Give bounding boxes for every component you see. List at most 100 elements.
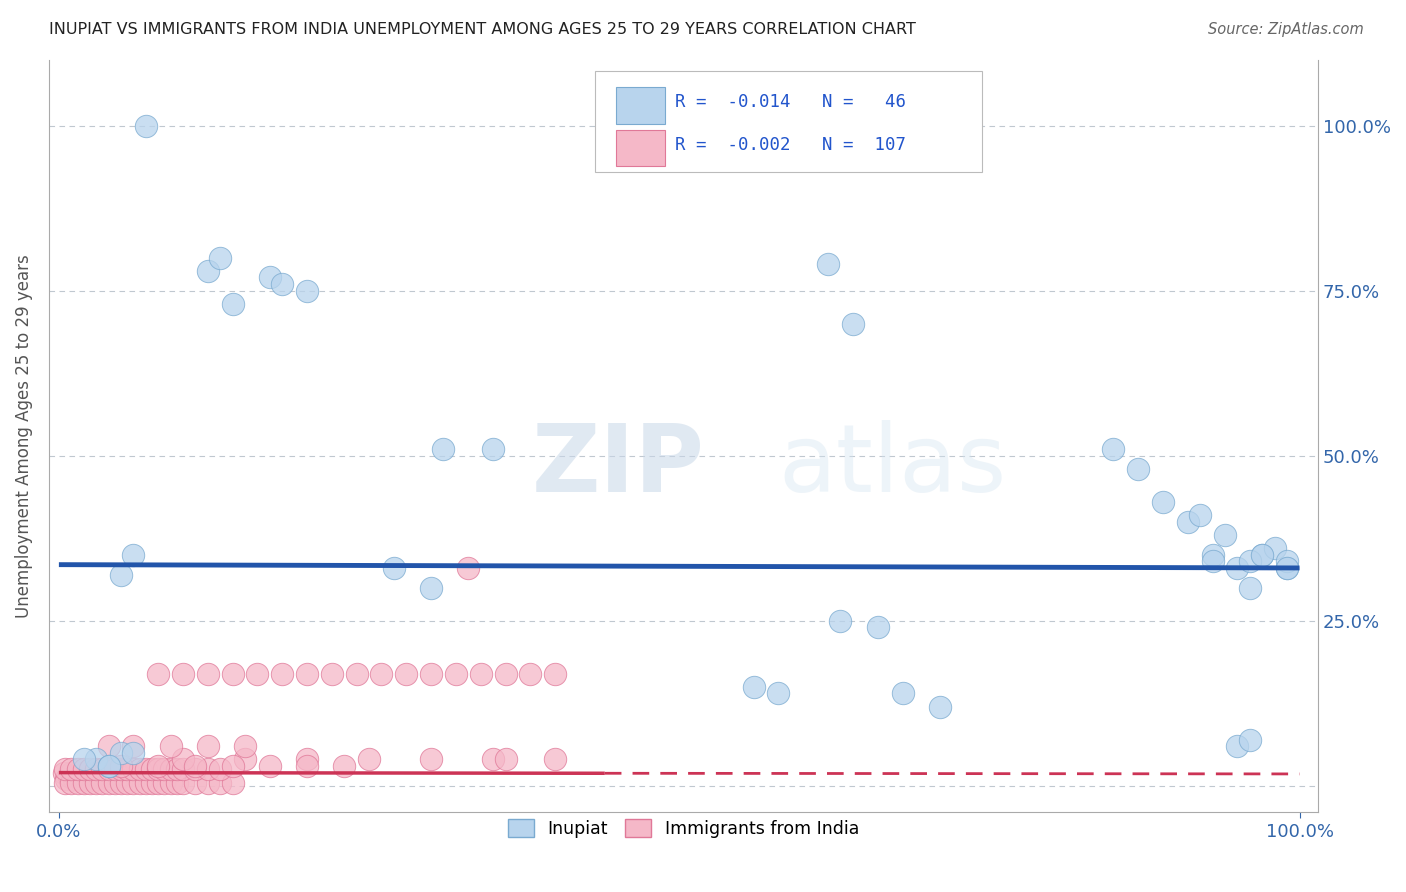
Point bbox=[97, 739, 120, 754]
Point bbox=[87, 769, 110, 783]
Point bbox=[60, 775, 83, 789]
Point bbox=[91, 775, 114, 789]
Point bbox=[184, 775, 207, 789]
Point bbox=[146, 775, 169, 789]
Point bbox=[94, 769, 117, 783]
Point bbox=[122, 762, 145, 776]
Point bbox=[110, 759, 132, 773]
Point bbox=[77, 772, 100, 787]
Text: INUPIAT VS IMMIGRANTS FROM INDIA UNEMPLOYMENT AMONG AGES 25 TO 29 YEARS CORRELAT: INUPIAT VS IMMIGRANTS FROM INDIA UNEMPLO… bbox=[49, 22, 917, 37]
Point bbox=[172, 775, 194, 789]
Bar bbox=[616, 87, 665, 124]
Point bbox=[172, 666, 194, 681]
Text: Source: ZipAtlas.com: Source: ZipAtlas.com bbox=[1208, 22, 1364, 37]
Point bbox=[295, 666, 318, 681]
Point bbox=[295, 284, 318, 298]
Point bbox=[93, 772, 115, 787]
Point bbox=[891, 686, 914, 700]
Point bbox=[55, 772, 77, 787]
Point bbox=[1275, 561, 1298, 575]
Point bbox=[65, 769, 87, 783]
Point bbox=[84, 772, 107, 787]
Point bbox=[166, 775, 188, 789]
Legend: Inupiat, Immigrants from India: Inupiat, Immigrants from India bbox=[501, 813, 866, 845]
Point bbox=[1177, 515, 1199, 529]
Point bbox=[519, 666, 541, 681]
Point bbox=[1226, 561, 1249, 575]
Point bbox=[1251, 548, 1274, 562]
Point bbox=[110, 769, 132, 783]
Point bbox=[128, 762, 150, 776]
FancyBboxPatch shape bbox=[595, 70, 981, 172]
Point bbox=[104, 775, 127, 789]
Point bbox=[817, 257, 839, 271]
Point bbox=[115, 775, 138, 789]
Point bbox=[135, 119, 157, 133]
Point bbox=[457, 561, 479, 575]
Point bbox=[259, 270, 281, 285]
Point bbox=[768, 686, 790, 700]
Point bbox=[259, 759, 281, 773]
Point bbox=[382, 561, 405, 575]
Point bbox=[73, 775, 96, 789]
Point bbox=[495, 666, 517, 681]
Point bbox=[221, 775, 243, 789]
Point bbox=[1102, 442, 1125, 456]
Point bbox=[122, 548, 145, 562]
Point bbox=[333, 759, 356, 773]
Point bbox=[482, 752, 505, 766]
Point bbox=[104, 762, 127, 776]
Point bbox=[91, 762, 114, 776]
Point bbox=[1128, 462, 1150, 476]
Point bbox=[110, 762, 132, 776]
Point bbox=[544, 666, 567, 681]
Point bbox=[104, 765, 127, 780]
Point bbox=[146, 759, 169, 773]
Point bbox=[159, 775, 181, 789]
Point bbox=[470, 666, 492, 681]
Text: R =  -0.014   N =   46: R = -0.014 N = 46 bbox=[675, 94, 905, 112]
Point bbox=[209, 251, 232, 265]
Y-axis label: Unemployment Among Ages 25 to 29 years: Unemployment Among Ages 25 to 29 years bbox=[15, 254, 32, 618]
Point bbox=[166, 762, 188, 776]
Point bbox=[100, 772, 122, 787]
Point bbox=[742, 680, 765, 694]
Point bbox=[197, 775, 219, 789]
Point bbox=[153, 775, 176, 789]
Point bbox=[53, 762, 76, 776]
Point bbox=[79, 762, 101, 776]
Point bbox=[842, 317, 865, 331]
Text: R =  -0.002   N =  107: R = -0.002 N = 107 bbox=[675, 136, 905, 153]
Point bbox=[110, 567, 132, 582]
Point bbox=[153, 762, 176, 776]
Point bbox=[1239, 554, 1261, 568]
Point bbox=[107, 772, 129, 787]
Point bbox=[482, 442, 505, 456]
Text: ZIP: ZIP bbox=[531, 420, 704, 512]
Point bbox=[1152, 495, 1174, 509]
Point bbox=[52, 765, 75, 780]
Point bbox=[246, 666, 269, 681]
Point bbox=[928, 699, 950, 714]
Point bbox=[233, 752, 256, 766]
Point bbox=[141, 762, 163, 776]
Point bbox=[271, 277, 294, 291]
Point bbox=[97, 759, 120, 773]
Point bbox=[103, 769, 125, 783]
Point bbox=[1239, 732, 1261, 747]
Point bbox=[115, 762, 138, 776]
Point bbox=[70, 772, 93, 787]
Point bbox=[346, 666, 368, 681]
Point bbox=[146, 762, 169, 776]
Point bbox=[128, 775, 150, 789]
Point bbox=[80, 769, 103, 783]
Point bbox=[295, 752, 318, 766]
Point bbox=[141, 775, 163, 789]
Point bbox=[295, 759, 318, 773]
Point bbox=[66, 775, 89, 789]
Point bbox=[209, 775, 232, 789]
Point bbox=[420, 752, 443, 766]
Point bbox=[172, 762, 194, 776]
Point bbox=[321, 666, 343, 681]
Point bbox=[866, 620, 889, 634]
